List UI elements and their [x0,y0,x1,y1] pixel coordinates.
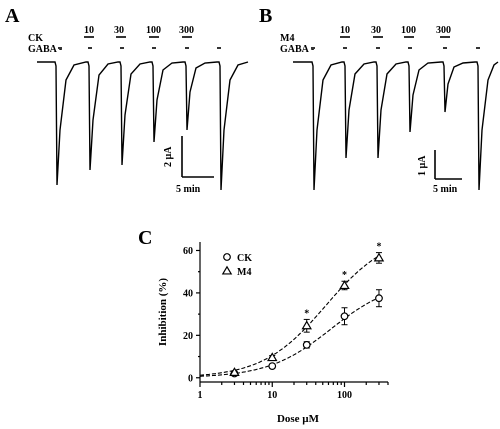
panel-a-current-trace [37,61,249,191]
panel-a-dose-label: 300 [179,25,194,36]
data-point-m4 [373,252,385,262]
panel-a-scale-current-label: 2 µA [163,146,174,167]
y-tick-label: 40 [183,288,193,299]
fit-curve-m4 [199,255,380,376]
panel-a-scale-time-label: 5 min [176,184,201,195]
panel-a-dose-label: 30 [114,25,124,36]
panel-a-drug-label: CK [28,33,43,44]
data-point-ck [340,312,349,321]
significance-star: * [376,242,381,253]
chart-axes: 0 20 40 60 1 10 100 Dose µM Inhibition (%) [157,242,389,425]
legend-label-ck: CK [237,253,252,264]
data-point-m4 [229,367,240,376]
panel-b-dose-label: 100 [401,25,416,36]
panel-b-dose-label: 10 [340,25,350,36]
data-points: * * * [229,242,385,378]
legend-marker-ck [223,253,231,261]
panel-a-dose-label: 10 [84,25,94,36]
fit-curve-ck [199,297,380,377]
panel-b-dose-label: 30 [371,25,381,36]
y-axis-title: Inhibition (%) [157,278,169,346]
y-tick-label: 60 [183,246,193,257]
chart-legend: CK M4 [221,253,252,278]
panel-b-scale-time-label: 5 min [433,184,458,195]
panel-b-drug-label: M4 [280,33,294,44]
panel-c-letter: C [138,227,152,249]
data-point-m4 [267,352,278,362]
panel-a-dose-label: 100 [146,25,161,36]
x-tick-label: 10 [267,390,277,401]
significance-star: * [304,308,309,319]
y-tick-label: 20 [183,331,193,342]
panel-c: C [138,227,152,249]
x-tick-label: 100 [337,390,352,401]
x-tick-label: 1 [198,390,203,401]
fit-curves [199,255,380,377]
panel-a-gaba-label: GABA - [28,44,62,55]
data-point-ck [268,362,277,370]
panel-b-gaba-label: GABA - [280,44,314,55]
panel-b-letter: B [259,5,272,27]
panel-b-dose-label: 300 [436,25,451,36]
dose-response-chart: 0 20 40 60 1 10 100 Dose µM Inhibition (%) * * * C… [157,242,389,425]
panel-b: B M4 GABA - 10 30 100 300 1 µA 5 min [259,5,499,195]
y-tick-label: 0 [188,373,193,384]
x-axis-title: Dose µM [277,413,320,425]
panel-b-scale-current-label: 1 µA [417,155,428,176]
legend-marker-m4 [221,265,233,275]
data-point-ck [375,294,383,303]
data-point-ck [302,340,311,349]
panel-a: A CK GABA - 10 30 100 300 2 µA 5 min [5,5,249,195]
legend-label-m4: M4 [237,267,251,278]
data-point-m4 [339,280,350,290]
panel-b-current-trace [293,61,499,191]
panel-a-letter: A [5,5,20,27]
data-point-m4 [301,320,312,330]
significance-star: * [342,270,347,281]
